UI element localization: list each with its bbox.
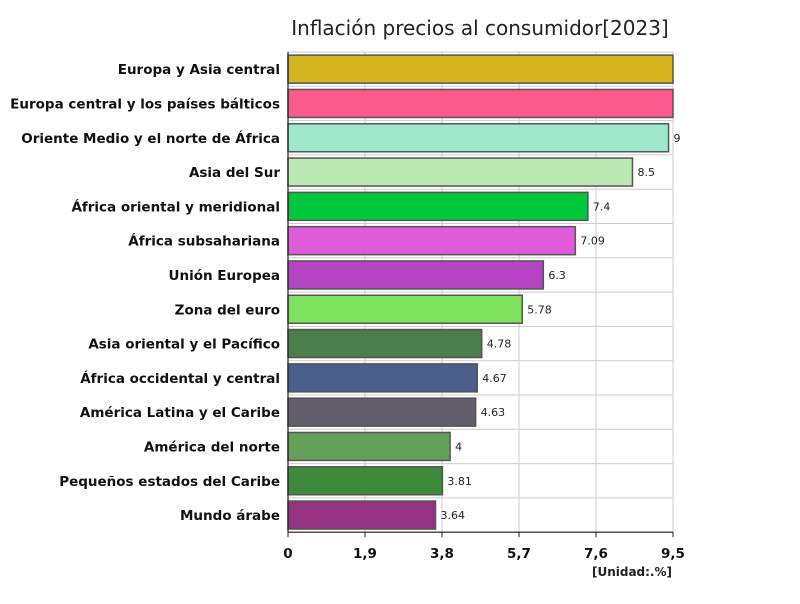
x-tick-label: 1,9: [353, 546, 377, 562]
bar: [287, 363, 479, 393]
category-label: Asia oriental y el Pacífico: [88, 337, 280, 353]
value-label: 7.4: [593, 200, 611, 213]
x-tick-label: 5,7: [507, 546, 531, 562]
category-label: Europa y Asia central: [118, 62, 280, 78]
bar: [287, 466, 444, 496]
bar: [287, 225, 577, 256]
bars: [287, 54, 674, 530]
bar: [287, 54, 674, 84]
category-label: Oriente Medio y el norte de África: [21, 130, 280, 147]
category-label: América del norte: [144, 439, 280, 455]
bar: [287, 328, 483, 359]
bar: [287, 157, 634, 187]
x-tick-label: 0: [283, 546, 292, 562]
bar: [287, 88, 674, 119]
x-axis: 0 1,9 3,8 5,7 7,6 9,5: [283, 52, 685, 562]
category-label: Asia del Sur: [189, 165, 280, 181]
bar: [287, 294, 523, 324]
value-label: 9: [674, 132, 681, 145]
category-label: África subsahariana: [128, 233, 280, 250]
value-labels: 9 8.5 7.4 7.09 6.3 5.78 4.78 4.67 4.63 4 3.81 3.64: [441, 132, 681, 522]
bar: [287, 500, 437, 530]
value-label: 6.3: [548, 269, 566, 282]
bar: [287, 431, 451, 462]
bar: [287, 260, 545, 290]
value-label: 3.64: [441, 509, 466, 522]
grid-lines: [287, 51, 674, 533]
bar: [287, 397, 477, 427]
bar: [287, 123, 670, 153]
category-label: Europa central y los países bálticos: [10, 96, 280, 112]
category-label: África oriental y meridional: [71, 198, 280, 215]
category-label: África occidental y central: [80, 370, 280, 387]
x-tick-label: 9,5: [661, 546, 685, 562]
value-label: 5.78: [527, 303, 552, 316]
category-label: Unión Europea: [169, 268, 280, 284]
category-label: América Latina y el Caribe: [80, 405, 280, 421]
value-label: 4.67: [482, 372, 507, 385]
value-label: 4.63: [481, 406, 506, 419]
value-label: 7.09: [580, 235, 605, 248]
category-label: Zona del euro: [175, 302, 280, 318]
value-label: 4: [455, 440, 462, 453]
category-label: Pequeños estados del Caribe: [59, 474, 280, 490]
x-tick-label: 7,6: [584, 546, 608, 562]
value-label: 8.5: [637, 166, 655, 179]
unit-label: [Unidad:.%]: [592, 565, 672, 579]
x-tick-label: 3,8: [430, 546, 454, 562]
category-labels: Europa y Asia central Europa central y lo…: [10, 62, 280, 524]
value-label: 4.78: [487, 338, 512, 351]
value-label: 3.81: [447, 475, 472, 488]
bar: [287, 191, 589, 222]
category-label: Mundo árabe: [180, 508, 280, 524]
chart-title: Inflación precios al consumidor[2023]: [291, 16, 668, 40]
